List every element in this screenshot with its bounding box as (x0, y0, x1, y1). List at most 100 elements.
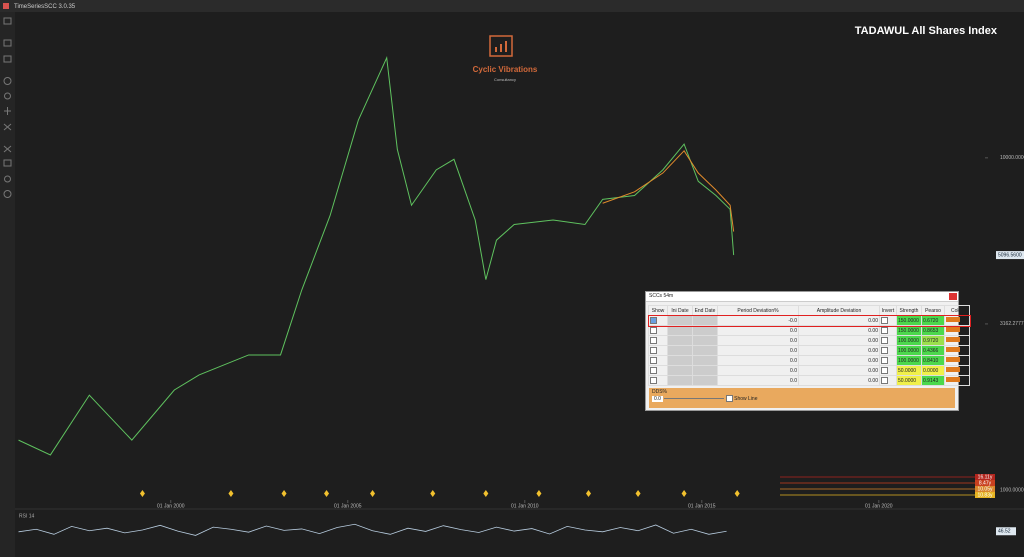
show-checkbox[interactable] (650, 337, 657, 344)
color-swatch[interactable] (946, 317, 960, 322)
series-line (602, 149, 735, 232)
footer-value[interactable]: 0.0 (652, 395, 663, 402)
pearson-cell: 0.9143 (921, 375, 945, 386)
x-tick-label: 01 Jan 2015 (688, 503, 716, 509)
column-header: Show (648, 305, 668, 316)
amplitude-cell: 0.00 (798, 365, 880, 376)
invert-checkbox[interactable] (881, 317, 888, 324)
period-cell: 0.0 (717, 325, 799, 336)
invert-cell (879, 325, 897, 336)
pearson-cell: 0.4366 (921, 345, 945, 356)
period-cell: -0.0 (717, 315, 799, 326)
period-value: 0.0 (790, 337, 797, 344)
show-line-label: Show Line (734, 395, 758, 402)
show-cell (648, 315, 668, 326)
show-checkbox[interactable] (650, 327, 657, 334)
cycle-label: 10.05y (977, 486, 993, 492)
end-date (692, 325, 718, 336)
ini-date (667, 355, 693, 366)
show-cell (648, 325, 668, 336)
chart-title: TADAWUL All Shares Index (855, 25, 998, 37)
show-checkbox[interactable] (650, 357, 657, 364)
amplitude-value: 0.00 (868, 337, 878, 344)
end-date (692, 335, 718, 346)
cycle-marker (536, 490, 542, 497)
cycle-box (975, 492, 995, 498)
period-cell: 0.0 (717, 335, 799, 346)
color-swatch[interactable] (946, 347, 960, 352)
show-line-checkbox[interactable] (725, 395, 733, 402)
dialog-title-text: SCCs 54m (649, 293, 674, 299)
end-date (692, 375, 718, 386)
color-cell (944, 345, 970, 356)
table-row: 0.0 0.00 100.0000 0.9720 (648, 335, 970, 346)
period-value: 0.0 (790, 347, 797, 354)
invert-checkbox[interactable] (881, 367, 888, 374)
strength-cell: 50.0000 (896, 365, 922, 376)
color-cell (944, 375, 970, 386)
column-header: End Date (692, 305, 718, 316)
rsi-label: RSI 14 (19, 513, 35, 519)
ini-date (667, 325, 693, 336)
table-row: 0.0 0.00 50.0000 0.9143 (648, 375, 970, 386)
show-checkbox[interactable] (650, 367, 657, 374)
invert-checkbox[interactable] (881, 347, 888, 354)
amplitude-value: 0.00 (868, 357, 878, 364)
cycle-marker (139, 490, 145, 497)
series-line (18, 56, 735, 456)
scc-table: Show Ini Date End Date Period Deviation% Amp… (647, 305, 971, 386)
show-cell (648, 365, 668, 376)
period-cell: 0.0 (717, 365, 799, 376)
x-tick-label: 01 Jan 2020 (865, 503, 893, 509)
x-tick-label: 01 Jan 2005 (334, 503, 362, 509)
x-tick-label: 01 Jan 2010 (511, 503, 539, 509)
title-bar (0, 0, 1024, 12)
pearson-cell: 0.9720 (921, 335, 945, 346)
color-swatch[interactable] (946, 357, 960, 362)
strength-cell: 100.0000 (896, 355, 922, 366)
amplitude-cell: 0.00 (798, 325, 880, 336)
toolbar (0, 12, 15, 557)
table-row: 0.0 0.00 100.0000 0.8410 (648, 355, 970, 366)
period-value: 0.0 (790, 327, 797, 334)
logo-title: Cyclic Vibrations (473, 65, 538, 74)
show-cell (648, 355, 668, 366)
show-checkbox[interactable] (650, 347, 657, 354)
color-swatch[interactable] (946, 377, 960, 382)
period-value: -0.0 (788, 317, 797, 324)
invert-checkbox[interactable] (881, 337, 888, 344)
invert-checkbox[interactable] (881, 377, 888, 384)
strength-cell: 50.0000 (896, 375, 922, 386)
show-cell (648, 345, 668, 356)
column-header: Amplitude Deviation (798, 305, 880, 316)
strength-cell: 100.0000 (896, 335, 922, 346)
y-tick-label: 3162.2777 (1000, 321, 1024, 327)
x-tick-label: 01 Jan 2000 (157, 503, 185, 509)
cycle-label: 10.83y (977, 492, 993, 498)
end-date (692, 365, 718, 376)
invert-checkbox[interactable] (881, 357, 888, 364)
amplitude-value: 0.00 (868, 347, 878, 354)
cycle-marker (586, 490, 592, 497)
close-button[interactable] (949, 293, 957, 300)
cycle-marker (635, 490, 641, 497)
color-swatch[interactable] (946, 367, 960, 372)
pearson-cell: 0.8410 (921, 355, 945, 366)
dialog-title: SCCs 54m (646, 292, 958, 302)
amplitude-cell: 0.00 (798, 345, 880, 356)
color-cell (944, 315, 970, 326)
cycle-marker (228, 490, 234, 497)
slider[interactable] (664, 398, 725, 399)
invert-cell (879, 345, 897, 356)
amplitude-value: 0.00 (868, 327, 878, 334)
color-swatch[interactable] (946, 337, 960, 342)
toolbar-icons[interactable] (3, 17, 12, 198)
dialog-footer: DDS% 0.0 Show Line (649, 388, 955, 408)
show-checkbox[interactable] (650, 317, 657, 324)
cycle-label: 16.11y (978, 474, 993, 480)
show-checkbox[interactable] (650, 377, 657, 384)
ini-date (667, 375, 693, 386)
invert-checkbox[interactable] (881, 327, 888, 334)
color-swatch[interactable] (946, 327, 960, 332)
